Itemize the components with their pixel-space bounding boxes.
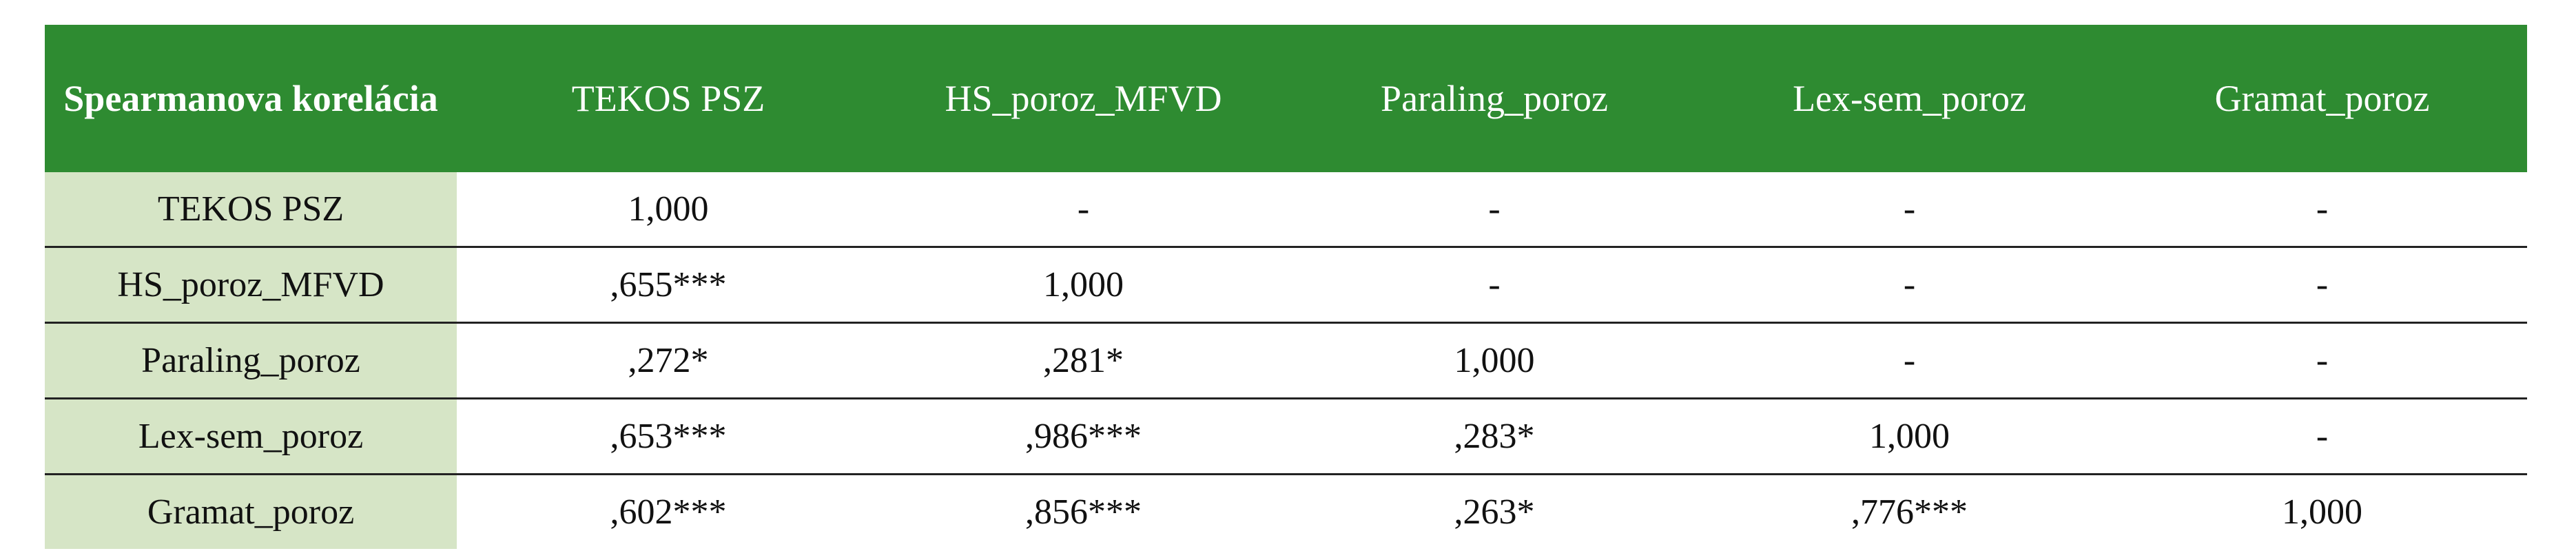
table-row: Paraling_poroz ,272* ,281* 1,000- - xyxy=(45,322,2527,399)
correlation-table: Spearmanova korelácia TEKOS PSZ HS_poroz_M… xyxy=(45,25,2527,549)
row-label: Paraling_poroz xyxy=(45,322,457,399)
row-label: HS_poroz_MFVD xyxy=(45,247,457,324)
cell: ,986*** xyxy=(880,398,1287,475)
row-label: TEKOS PSZ xyxy=(45,172,457,248)
header-cell: TEKOS PSZ xyxy=(457,25,880,172)
cell: 1,000 xyxy=(1702,398,2117,475)
cell: ,655*** xyxy=(457,247,880,324)
cell: 1,000 xyxy=(457,172,880,248)
header-row: Spearmanova korelácia TEKOS PSZ HS_poroz_M… xyxy=(45,25,2527,172)
cell: - xyxy=(1287,172,1702,248)
cell: ,653*** xyxy=(457,398,880,475)
cell: ,776*** xyxy=(1851,492,1968,532)
cell: ,602*** xyxy=(610,492,727,532)
cell: ,272* xyxy=(457,322,880,399)
cell: ,856*** xyxy=(1025,492,1142,532)
table-row: HS_poroz_MFVD ,655*** 1,000- - - xyxy=(45,247,2527,324)
header-cell: Lex-sem_poroz xyxy=(1702,25,2117,172)
cell: ,281* xyxy=(880,322,1287,399)
cell: - xyxy=(2117,398,2527,475)
cell: 1,000 xyxy=(1287,322,1702,399)
cell: ,263* xyxy=(1454,492,1535,532)
cell: - xyxy=(880,172,1287,248)
header-cell: Gramat_poroz xyxy=(2117,25,2527,172)
table-row: TEKOS PSZ 1,000- - - - xyxy=(45,172,2527,248)
cell: ,283* xyxy=(1287,398,1702,475)
cell: - xyxy=(2117,322,2527,399)
table-body: TEKOS PSZ 1,000- - - - HS_poroz_MFVD ,655*** 1,… xyxy=(45,172,2527,549)
header-cell: HS_poroz_MFVD xyxy=(880,25,1287,172)
table-row: Lex-sem_poroz ,653*** ,986*** ,283* 1,000- xyxy=(45,398,2527,475)
row-label: Gramat_poroz xyxy=(45,474,457,549)
cell: 1,000 xyxy=(2282,492,2362,532)
cell: 1,000 xyxy=(880,247,1287,324)
cell: - xyxy=(1287,247,1702,324)
header-cell: Spearmanova korelácia xyxy=(45,25,457,172)
cell: - xyxy=(2117,172,2527,248)
row-label: Lex-sem_poroz xyxy=(45,398,457,475)
cell: - xyxy=(1702,322,2117,399)
header-cell: Paraling_poroz xyxy=(1287,25,1702,172)
table-row: Gramat_poroz ,602*** ,856*** ,263* ,776*** 1,… xyxy=(45,474,2527,549)
cell: - xyxy=(2117,247,2527,324)
cell: - xyxy=(1702,172,2117,248)
cell: - xyxy=(1702,247,2117,324)
